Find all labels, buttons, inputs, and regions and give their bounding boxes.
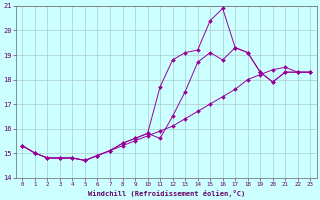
X-axis label: Windchill (Refroidissement éolien,°C): Windchill (Refroidissement éolien,°C) bbox=[88, 190, 245, 197]
